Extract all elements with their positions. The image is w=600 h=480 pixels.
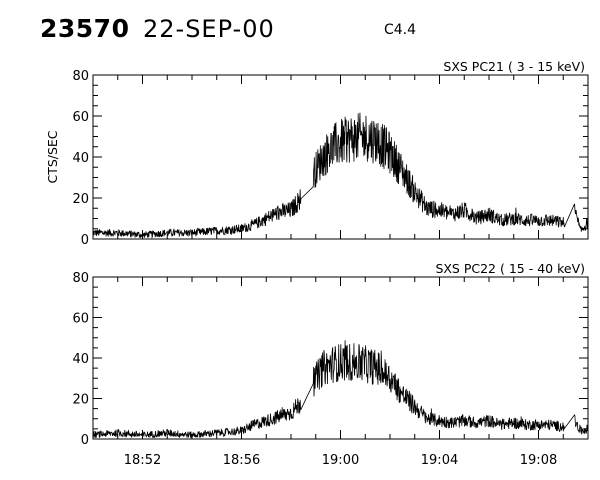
y-tick-label-2: 80 (72, 271, 89, 286)
event-date-label: 22-SEP-00 (143, 15, 275, 43)
y-axis-label: CTS/SEC (45, 130, 60, 183)
x-tick-label: 19:08 (520, 453, 557, 468)
x-tick-label: 19:00 (322, 453, 359, 468)
y-tick-label-2: 40 (72, 352, 89, 367)
y-tick-label-2: 0 (81, 433, 89, 448)
x-tick-label: 18:56 (223, 453, 260, 468)
flare-class-label: C4.4 (384, 22, 417, 38)
y-tick-label-1: 20 (72, 192, 89, 207)
y-tick-label-1: 80 (72, 69, 89, 84)
panel-title-2: SXS PC22 ( 15 - 40 keV) (435, 261, 585, 276)
data-series-1 (92, 112, 589, 239)
y-tick-label-1: 0 (81, 233, 89, 248)
y-tick-label-2: 60 (72, 312, 89, 327)
y-tick-label-1: 40 (72, 151, 89, 166)
y-tick-label-1: 60 (72, 110, 89, 125)
panel-title-1: SXS PC21 ( 3 - 15 keV) (443, 59, 585, 74)
event-id-label: 23570 (40, 14, 130, 43)
y-tick-label-2: 20 (72, 393, 89, 408)
x-tick-label: 19:04 (421, 453, 458, 468)
x-tick-label: 18:52 (124, 453, 161, 468)
data-series-2 (92, 340, 589, 439)
